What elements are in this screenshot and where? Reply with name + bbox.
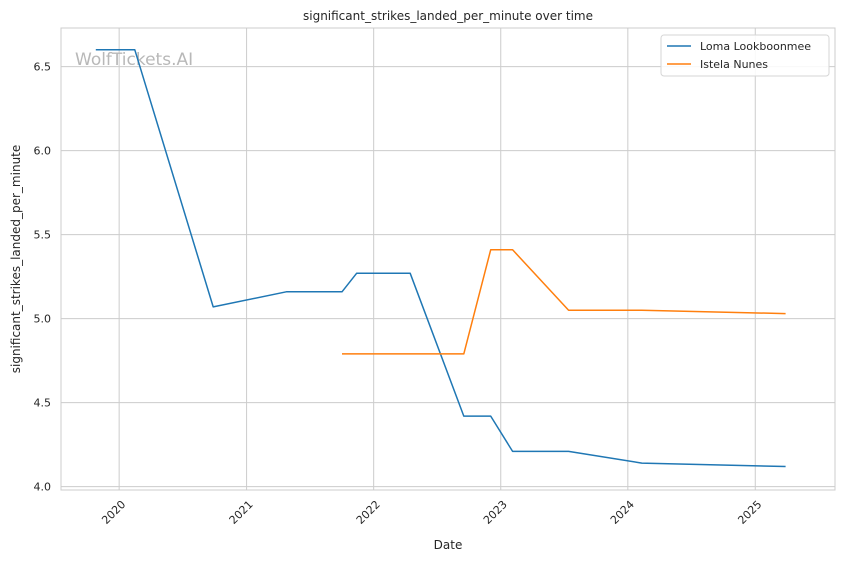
legend: Loma Lookboonmee Istela Nunes — [660, 34, 830, 77]
y-tick-label: 6.0 — [34, 145, 52, 158]
y-tick-label: 4.5 — [34, 397, 52, 410]
y-axis-ticks: 4.0 4.5 5.0 5.5 6.0 6.5 — [34, 61, 52, 494]
y-axis-label: significant_strikes_landed_per_minute — [9, 145, 23, 374]
chart-title: significant_strikes_landed_per_minute ov… — [303, 9, 593, 23]
watermark-text: WolfTickets.AI — [75, 50, 193, 70]
y-tick-label: 5.5 — [34, 229, 52, 242]
series-line-1 — [95, 49, 786, 468]
y-tick-label: 5.0 — [34, 313, 52, 326]
legend-label: Loma Lookboonmee — [700, 40, 811, 53]
y-tick-label: 4.0 — [34, 481, 52, 494]
legend-box — [660, 34, 830, 77]
x-axis-label: Date — [434, 538, 463, 552]
gridlines — [61, 28, 835, 490]
plot-frame — [60, 27, 836, 491]
series-lines — [95, 49, 786, 468]
series-line-2 — [342, 249, 786, 355]
legend-label: Istela Nunes — [700, 58, 768, 71]
y-tick-label: 6.5 — [34, 61, 52, 74]
